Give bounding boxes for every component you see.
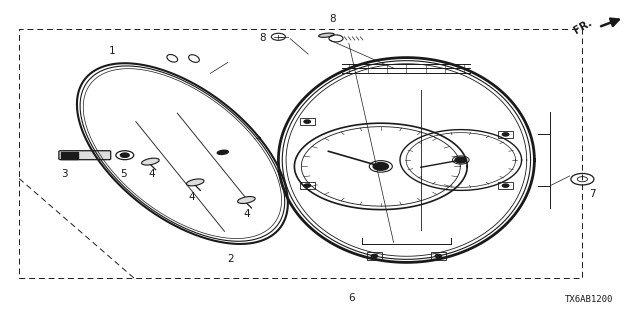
Circle shape: [373, 163, 388, 170]
Bar: [300, 182, 315, 189]
Bar: [498, 182, 513, 189]
Text: 4: 4: [148, 169, 155, 180]
Bar: [300, 118, 315, 125]
Text: FR.: FR.: [572, 17, 593, 36]
Text: 4: 4: [243, 209, 250, 220]
Text: 8: 8: [330, 14, 336, 24]
Ellipse shape: [186, 179, 204, 186]
Text: TX6AB1200: TX6AB1200: [564, 295, 613, 304]
Text: 1: 1: [109, 46, 115, 56]
Bar: [61, 152, 77, 159]
Circle shape: [120, 153, 129, 157]
Circle shape: [502, 133, 509, 136]
FancyBboxPatch shape: [59, 151, 111, 160]
Text: 4: 4: [189, 192, 195, 202]
Ellipse shape: [237, 196, 255, 204]
Bar: [367, 252, 382, 260]
Ellipse shape: [319, 33, 334, 37]
Text: 3: 3: [61, 169, 67, 180]
Circle shape: [371, 254, 378, 258]
Ellipse shape: [217, 150, 228, 155]
Text: 7: 7: [589, 188, 595, 199]
Ellipse shape: [141, 158, 159, 165]
Circle shape: [435, 254, 442, 258]
Bar: [498, 131, 513, 138]
Text: 2: 2: [227, 254, 234, 264]
Text: 5: 5: [120, 169, 127, 180]
Circle shape: [304, 184, 310, 187]
Text: 6: 6: [349, 292, 355, 303]
Text: 8: 8: [259, 33, 266, 44]
Bar: [19, 29, 582, 278]
Circle shape: [455, 157, 467, 163]
Circle shape: [304, 120, 310, 123]
Bar: [431, 252, 446, 260]
Circle shape: [502, 184, 509, 187]
